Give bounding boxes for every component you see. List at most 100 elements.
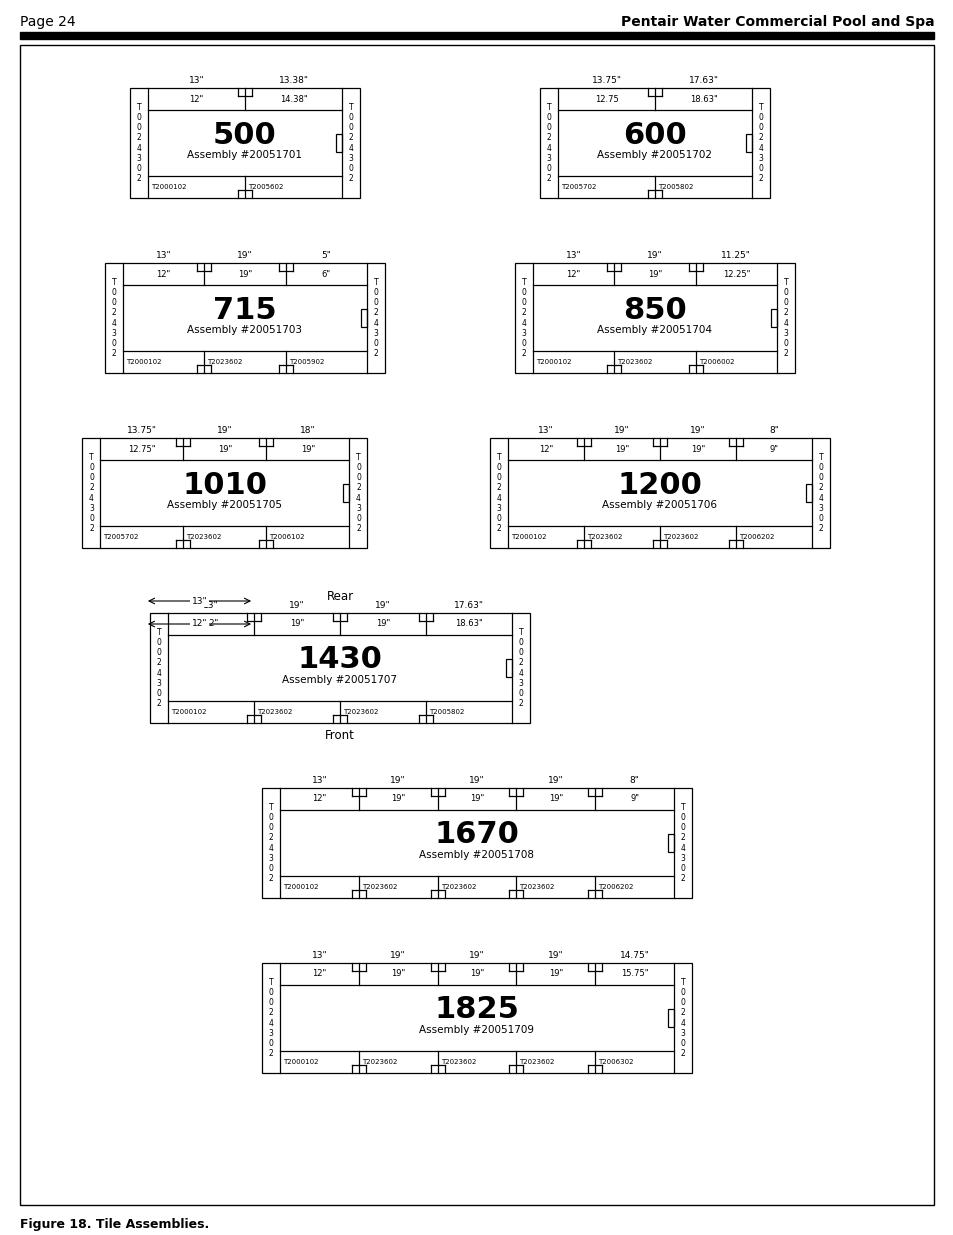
Text: 1825: 1825 [435, 995, 518, 1025]
Text: T
0
0
2
4
3
0
2: T 0 0 2 4 3 0 2 [497, 453, 501, 532]
Text: T
0
0
2
4
3
0
2: T 0 0 2 4 3 0 2 [355, 453, 360, 532]
Text: T2006102: T2006102 [269, 534, 305, 540]
Text: T2000102: T2000102 [151, 184, 186, 190]
Text: 11.25": 11.25" [720, 251, 750, 261]
Text: T2000102: T2000102 [283, 1058, 318, 1065]
Text: T2005602: T2005602 [248, 184, 283, 190]
Text: T2006202: T2006202 [598, 884, 633, 890]
Text: 19": 19" [615, 445, 628, 453]
Text: T2023602: T2023602 [256, 709, 292, 715]
Text: T2023602: T2023602 [361, 884, 396, 890]
Bar [105, 263, 385, 373]
Text: 13": 13" [537, 426, 554, 435]
Text: 19": 19" [300, 445, 314, 453]
Text: 19": 19" [547, 951, 563, 960]
Text: T2005702: T2005702 [560, 184, 596, 190]
Bar [150, 613, 530, 722]
Bar [490, 438, 829, 548]
Text: 14.38": 14.38" [279, 95, 307, 104]
Text: T2023602: T2023602 [518, 884, 555, 890]
Text: 13": 13" [189, 77, 204, 85]
Text: 19": 19" [469, 951, 484, 960]
Text: 19": 19" [470, 794, 483, 804]
Text: 1670: 1670 [435, 820, 518, 850]
Text: 19": 19" [237, 269, 252, 279]
Bar [343, 484, 349, 501]
Text: T2023602: T2023602 [662, 534, 698, 540]
Text: T
0
0
2
4
3
0
2: T 0 0 2 4 3 0 2 [269, 978, 274, 1057]
Text: T
0
0
2
4
3
0
2: T 0 0 2 4 3 0 2 [89, 453, 93, 532]
Text: Assembly #20051701: Assembly #20051701 [188, 149, 302, 161]
Text: 19": 19" [470, 969, 483, 978]
Text: T2000102: T2000102 [536, 359, 571, 366]
Text: T
0
0
2
4
3
0
2: T 0 0 2 4 3 0 2 [679, 803, 684, 883]
Text: 19": 19" [217, 445, 232, 453]
Text: T2023602: T2023602 [617, 359, 652, 366]
Text: T2005702: T2005702 [103, 534, 139, 540]
Text: Assembly #20051708: Assembly #20051708 [419, 850, 534, 860]
Text: T2023602: T2023602 [361, 1058, 396, 1065]
Text: Front: Front [325, 730, 355, 742]
Text: 17.63": 17.63" [688, 77, 718, 85]
Text: Assembly #20051702: Assembly #20051702 [597, 149, 712, 161]
Text: 19": 19" [289, 601, 305, 610]
Text: T2023602: T2023602 [518, 1058, 555, 1065]
Text: 19": 19" [548, 969, 562, 978]
Text: T2023602: T2023602 [207, 359, 242, 366]
Text: Assembly #20051707: Assembly #20051707 [282, 676, 397, 685]
Text: 13.75": 13.75" [127, 426, 157, 435]
Text: 1430: 1430 [297, 646, 382, 674]
Text: 18": 18" [300, 426, 315, 435]
Bar [667, 1009, 673, 1028]
Text: 13": 13" [565, 251, 581, 261]
Text: 13.38": 13.38" [278, 77, 308, 85]
Text: 14.75": 14.75" [619, 951, 649, 960]
Text: 12.25": 12.25" [721, 269, 749, 279]
Text: T2000102: T2000102 [511, 534, 546, 540]
Text: T2005802: T2005802 [658, 184, 693, 190]
Text: 19": 19" [690, 445, 704, 453]
Text: 13": 13" [192, 597, 207, 605]
Text: T2006302: T2006302 [598, 1058, 633, 1065]
Bar [262, 788, 691, 898]
Text: 19": 19" [547, 776, 563, 785]
Bar [667, 834, 673, 852]
Text: 17.63": 17.63" [454, 601, 483, 610]
Text: T2023602: T2023602 [586, 534, 621, 540]
Text: Assembly #20051705: Assembly #20051705 [168, 500, 282, 510]
Text: 19": 19" [689, 426, 705, 435]
Text: T2023602: T2023602 [343, 709, 378, 715]
Text: 8": 8" [629, 776, 639, 785]
Text: 19": 19" [646, 251, 662, 261]
Text: T
0
0
2
4
3
0
2: T 0 0 2 4 3 0 2 [782, 278, 787, 358]
Text: Pentair Water Commercial Pool and Spa: Pentair Water Commercial Pool and Spa [620, 15, 934, 28]
Text: T2005802: T2005802 [429, 709, 464, 715]
Text: 715: 715 [213, 295, 276, 325]
Text: 18.63": 18.63" [455, 620, 482, 629]
Text: 19": 19" [548, 794, 562, 804]
Text: T
0
0
2
4
3
0
2: T 0 0 2 4 3 0 2 [679, 978, 684, 1057]
Bar [82, 438, 367, 548]
Text: T2005902: T2005902 [289, 359, 324, 366]
Text: 12.75": 12.75" [128, 445, 155, 453]
Bar [505, 659, 512, 677]
Text: 19": 19" [614, 426, 629, 435]
Text: T2000102: T2000102 [126, 359, 161, 366]
Text: 8": 8" [768, 426, 778, 435]
Text: 19": 19" [390, 776, 406, 785]
Text: Page 24: Page 24 [20, 15, 75, 28]
Text: T
0
0
2
4
3
0
2: T 0 0 2 4 3 0 2 [156, 629, 161, 708]
Text: T2006002: T2006002 [698, 359, 734, 366]
Text: 600: 600 [622, 121, 686, 149]
Text: 19": 19" [391, 794, 405, 804]
Text: T2023602: T2023602 [440, 884, 476, 890]
Text: Assembly #20051704: Assembly #20051704 [597, 325, 712, 335]
Bar [335, 135, 341, 152]
Text: 13.75": 13.75" [591, 77, 620, 85]
Text: T
0
0
2
4
3
0
2: T 0 0 2 4 3 0 2 [546, 104, 551, 183]
Text: 12": 12" [566, 269, 580, 279]
Text: 1200: 1200 [617, 471, 701, 499]
Text: 850: 850 [622, 295, 686, 325]
Text: T2023602: T2023602 [186, 534, 222, 540]
Text: T
0
0
2
4
3
0
2: T 0 0 2 4 3 0 2 [758, 104, 762, 183]
